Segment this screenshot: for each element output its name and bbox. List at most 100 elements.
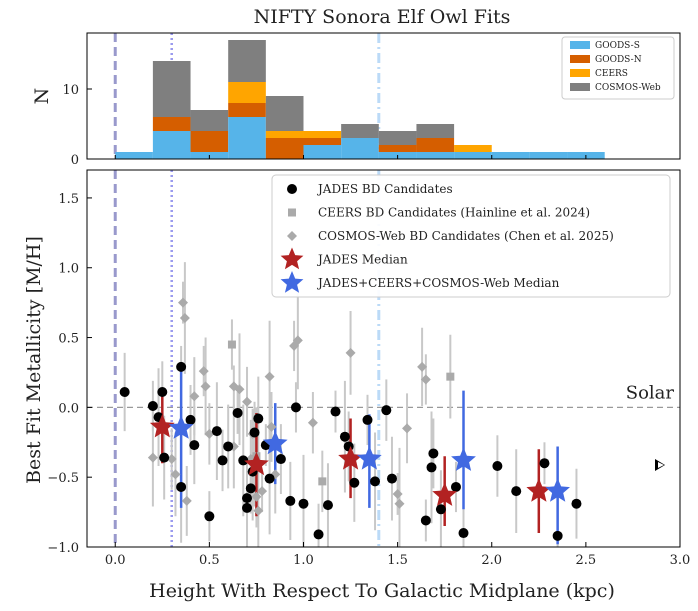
histogram-bar-segment [416,138,455,152]
histogram-bar-segment [378,131,417,145]
jades-point [435,504,446,515]
chart-title: NIFTY Sonora Elf Owl Fits [254,6,511,28]
legend-label: CEERS [595,69,628,79]
offscale-marker-icon [658,462,664,468]
jades-point [492,461,503,472]
median-star [526,478,552,502]
median-star [338,446,363,470]
jades-point [249,427,260,438]
cosmos-web-point [242,396,253,407]
histogram-bar-segment [115,152,153,159]
legend-swatch [570,55,590,63]
jades-point [428,448,439,459]
jades-point [349,477,360,488]
jades-point [330,406,341,417]
data-points [119,297,582,541]
histogram-ticks: 0 10 [62,83,587,168]
cosmos-web-point [189,391,200,402]
jades-point [176,361,187,372]
cosmos-web-point [420,374,431,385]
x-tick-label: 2.5 [576,553,597,568]
histogram-bar-segment [265,96,304,131]
ceers-point [318,477,327,486]
histogram-bar-segment [303,131,342,138]
histogram-panel: NIFTY Sonora Elf Owl Fits N 010 GOODS-SG… [31,6,681,168]
median-star [545,478,570,502]
legend-swatch [570,83,590,91]
jades-point [242,493,253,504]
jades-point [204,511,215,522]
jades-point [119,387,130,398]
median-star [262,430,288,455]
jades-point [275,454,286,465]
jades-point [242,502,253,513]
x-tick-label: 3.0 [670,553,691,568]
x-tick-label: 1.0 [293,553,314,568]
median-star [451,447,476,471]
cosmos-web-point [264,371,275,382]
jades-point [322,500,333,511]
cosmos-web-point [170,469,181,480]
histogram-y-axis-label: N [31,88,53,105]
legend-swatch [570,69,590,77]
jades-point [285,495,296,506]
solar-label: Solar [626,382,675,403]
histogram-bar-segment [491,152,530,159]
legend-marker [280,247,304,270]
scatter-ticks: 0.0 0.5 1.0 1.5 2.0 2.5 3.0 −1.0 −0.5 0.0 0.5 1.0 1.… [47,192,690,568]
jades-point [298,498,309,509]
jades-point [362,414,373,425]
cosmos-web-point [147,452,158,463]
histogram-bar-segment [190,110,229,131]
jades-point [420,515,431,526]
legend-label: JADES BD Candidates [316,182,453,196]
legend-swatch [570,41,590,49]
x-axis-label: Height With Respect To Galactic Midplane… [149,580,615,602]
legend-marker [288,208,296,217]
cosmos-web-point [266,421,277,432]
x-tick-label: 1.5 [387,553,408,568]
jades-point [381,405,392,416]
cosmos-web-point [307,417,318,428]
median-star [168,415,194,439]
jades-point [232,407,243,418]
cosmos-web-point [251,491,262,502]
cosmos-web-point [402,423,413,434]
jades-point [157,387,168,398]
y-tick-label: 10 [62,83,79,98]
histogram-bar-segment [341,124,379,138]
cosmos-web-point [234,384,245,395]
jades-point [426,462,437,473]
jades-point [223,441,234,452]
histogram-bar-segment [341,138,379,159]
jades-point [339,431,350,442]
legend-marker [280,271,304,293]
cosmos-web-point [253,505,264,516]
jades-point [370,476,381,487]
legend-marker [287,184,297,194]
y-tick-label: −1.0 [47,541,79,556]
histogram-bar-segment [529,152,568,159]
y-tick-label: 0.0 [58,401,79,416]
histogram-bar-segment [454,145,492,152]
median-star [244,451,269,476]
scatter-panel: Solar 0.0 0.5 1.0 1.5 2.0 2.5 3.0−1.0−0.50.00.… [23,169,690,602]
jades-point [539,458,550,469]
y-tick-label: 1.5 [58,192,79,207]
histogram-bar-segment [303,138,342,145]
median-star [432,482,457,506]
jades-point [217,455,228,466]
legend-label: COSMOS-Web BD Candidates (Chen et al. 20… [318,229,614,243]
histogram-bars [115,40,605,159]
errorbars [123,262,578,547]
histogram-bar-segment [152,117,191,131]
histogram-frame [86,32,681,160]
jades-point [290,402,301,413]
jades-point [386,473,397,484]
histogram-bar-segment [228,82,266,103]
jades-point [176,481,187,492]
jades-point [185,414,196,425]
median-star [149,413,175,438]
jades-point [159,452,170,463]
